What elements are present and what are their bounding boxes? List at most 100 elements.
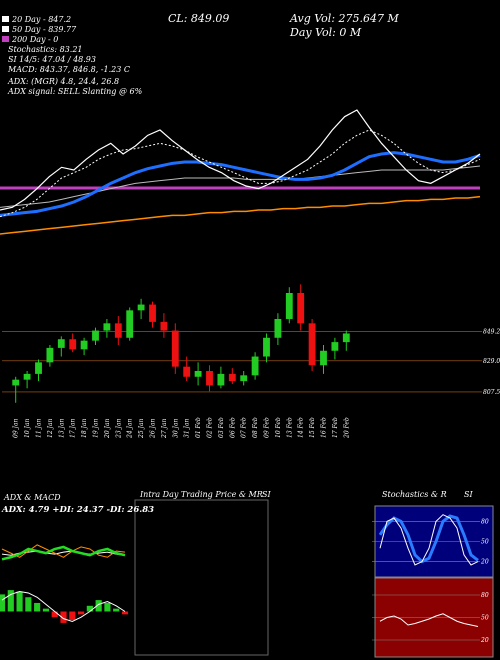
panel-title: Stochastics & R [382,490,447,499]
x-tick-label: 26 Jan [150,418,157,439]
x-tick-label: 25 Jan [138,418,145,439]
bar [69,611,76,621]
x-tick-label: 20 Jan [104,418,111,439]
bar [42,608,50,612]
bar [7,590,14,612]
candle-body [171,330,179,367]
x-tick-label: 11 Jan [36,418,43,438]
y-tick-label: 807.53 [483,389,500,396]
panel-label: ADX: 4.79 +DI: 24.37 -DI: 26.83 [1,505,154,515]
x-tick-label: 17 Jan [70,418,77,438]
day-vol: Day Vol: 0 M [289,26,362,39]
main-bg [0,0,500,490]
x-tick-label: 13 Feb [286,417,293,438]
x-tick-label: 19 Jan [93,418,100,438]
candle-body [114,323,122,338]
bar [60,611,67,623]
candle-body [331,342,339,351]
series-line [0,195,481,235]
series-line [0,109,481,211]
y-tick-label: 50 [481,615,489,622]
x-tick-label: 18 Jan [81,418,88,438]
bar [113,608,120,612]
candle-body [285,293,293,319]
bar [86,605,93,612]
x-tick-label: 10 Feb [275,417,282,438]
legend-box [2,26,9,32]
x-tick-label: 30 Jan [172,418,179,438]
x-tick-label: 16 Feb [321,417,328,438]
ma200: 200 Day - 0 [11,35,58,44]
candle-body [23,373,31,380]
close: CL: 849.09 [168,12,229,25]
x-tick-label: 14 Feb [298,417,305,438]
x-tick-label: 20 Feb [343,417,350,439]
candle-body [274,319,282,338]
candle-body [69,339,77,350]
candle-body [103,323,111,331]
bar [104,602,111,612]
candle-body [92,330,99,341]
series-line [378,514,479,564]
x-tick-label: 09 Jan [13,418,20,438]
x-tick-label: 23 Jan [115,418,122,439]
candle-body [297,293,305,324]
y-tick-label: 50 [481,539,489,546]
bar [34,602,41,612]
y-tick-label: 20 [480,559,489,566]
x-tick-label: 17 Feb [332,417,339,438]
candle-body [57,339,65,348]
x-tick-label: 09 Feb [264,417,271,438]
x-tick-label: 10 Jan [24,418,31,438]
legend-box [2,16,9,22]
series-line [1,591,126,623]
adx-signal: ADX signal: SELL Slanting @ 6% [7,87,143,96]
candle-body [194,371,202,377]
y-tick-label: 80 [481,592,489,599]
candle-body [240,375,248,382]
x-tick-label: 15 Feb [309,417,316,438]
si: SI 14/5: 47.04 / 48.93 [8,55,96,64]
ma20: 20 Day - 847.2 [11,15,71,24]
legend-box [2,36,9,42]
y-tick-label: 829.07 [483,358,500,365]
series-line [1,545,126,561]
bar [16,591,23,612]
candle-body [35,362,42,374]
bar [77,611,85,615]
candle-body [46,347,54,363]
x-tick-label: 24 Jan [127,418,134,439]
x-tick-label: 07 Feb [241,417,248,438]
series-line [0,165,481,208]
candle-body [217,373,225,386]
bar [51,611,58,618]
ma50: 50 Day - 839.77 [12,25,77,34]
intraday-title2: SI [262,490,271,499]
bar [95,600,102,612]
candle-body [263,337,270,357]
candle-body [251,356,259,376]
intraday-panel [134,499,269,656]
x-tick-label: 31 Jan [184,418,191,438]
bar [25,597,32,612]
candle-body [320,350,327,366]
candle-body [183,366,191,377]
panel-title2: SI [464,490,473,499]
intraday-title: Intra Day Trading Price & MR [139,490,263,499]
x-tick-label: 27 Jan [161,418,168,439]
x-tick-label: 03 Feb [218,417,225,438]
y-tick-label: 849.2 [483,329,500,336]
candle-body [12,379,20,386]
series-line [0,151,481,217]
bar [121,611,129,615]
x-tick-label: 01 Feb [195,417,202,438]
candle-body [149,304,156,322]
panel-title: ADX & MACD [3,493,61,502]
macd: MACD: 843.37, 846.8, -1.23 C [7,65,130,74]
candle-body [206,371,213,386]
candle-body [126,310,134,338]
y-tick-label: 20 [480,637,489,644]
stoch: Stochastics: 83.21 [8,45,83,54]
candle-body [160,321,168,331]
